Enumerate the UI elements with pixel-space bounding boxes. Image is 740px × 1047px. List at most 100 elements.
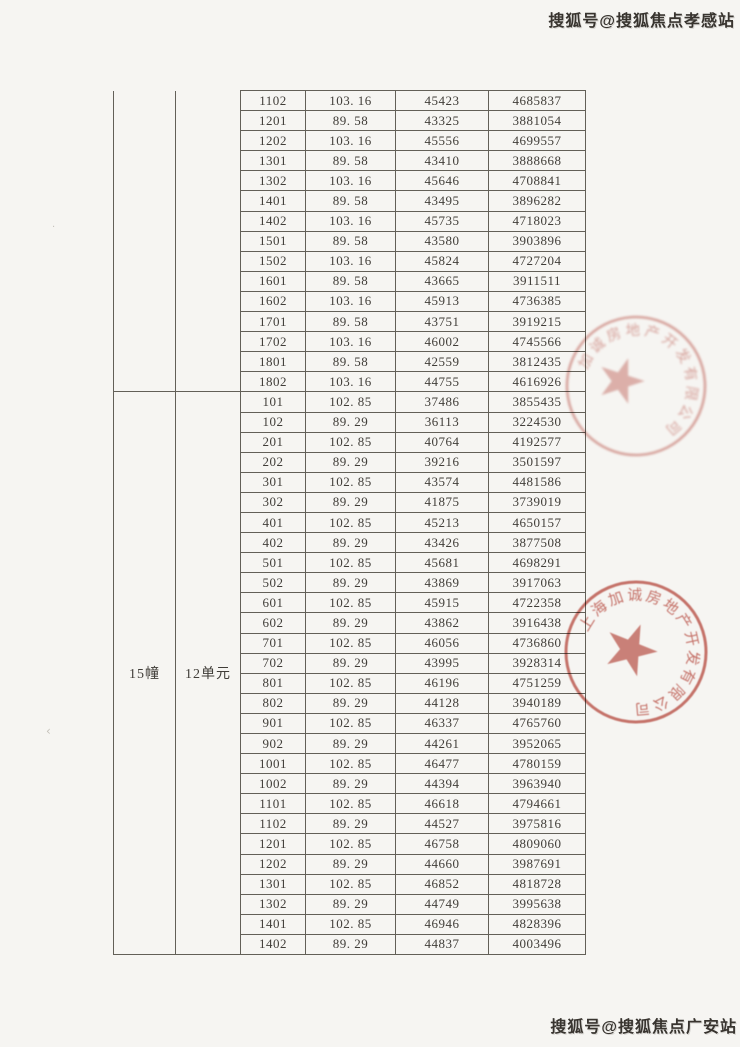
unit-price-cell: 45913: [395, 290, 489, 313]
area-cell: 89. 29: [305, 893, 396, 915]
total-price-cell: 4003496: [488, 933, 586, 956]
unit-price-cell: 46946: [395, 913, 489, 935]
room-cell: 1801: [240, 351, 306, 373]
room-cell: 1502: [240, 250, 306, 272]
table-row: 1301 102. 85 46852 4818728: [114, 873, 586, 895]
total-price-cell: 3940189: [488, 692, 586, 714]
total-price-cell: 3888668: [488, 150, 586, 172]
area-cell: 102. 85: [305, 431, 396, 453]
room-cell: 1101: [240, 793, 306, 815]
unit-price-cell: 41875: [395, 491, 489, 513]
area-cell: 89. 29: [305, 652, 396, 674]
unit-price-cell: 43410: [395, 150, 489, 172]
unit-price-cell: 46852: [395, 873, 489, 895]
room-cell: 1501: [240, 230, 306, 252]
total-price-cell: 4828396: [488, 913, 586, 935]
table-row: 1002 89. 29 44394 3963940: [114, 773, 586, 795]
table-row: 1202 89. 29 44660 3987691: [114, 853, 586, 875]
room-cell: 1402: [240, 210, 306, 232]
total-price-cell: 4765760: [488, 712, 586, 735]
room-cell: 1701: [240, 311, 306, 333]
price-table: 1102 103. 16 45423 4685837 1201 89. 58 43325 38…: [113, 89, 586, 956]
area-cell: 103. 16: [305, 170, 396, 192]
room-cell: 701: [240, 632, 306, 654]
room-cell: 1002: [240, 773, 306, 795]
area-cell: 103. 16: [305, 250, 396, 272]
table-row: 802 89. 29 44128 3940189: [114, 692, 586, 714]
area-cell: 102. 85: [305, 913, 396, 935]
area-cell: 102. 85: [305, 632, 396, 654]
total-price-cell: 4736385: [488, 290, 586, 313]
unit-price-cell: 36113: [395, 411, 489, 433]
table-row: 1401 89. 58 43495 3896282: [114, 190, 586, 212]
area-cell: 89. 29: [305, 532, 396, 554]
area-cell: 103. 16: [305, 210, 396, 232]
area-cell: 89. 58: [305, 351, 396, 373]
unit-price-cell: 46477: [395, 753, 489, 775]
total-price-cell: 3919215: [488, 311, 586, 333]
room-cell: 1802: [240, 371, 306, 393]
total-price-cell: 4685837: [488, 89, 586, 112]
table-row: 1602 103. 16 45913 4736385: [114, 290, 586, 313]
area-cell: 89. 58: [305, 230, 396, 252]
room-cell: 1702: [240, 331, 306, 353]
unit-price-cell: 46337: [395, 712, 489, 735]
area-cell: 102. 85: [305, 672, 396, 694]
area-cell: 89. 29: [305, 773, 396, 795]
total-price-cell: 3917063: [488, 572, 586, 594]
unit-price-cell: 46196: [395, 672, 489, 694]
total-price-cell: 3995638: [488, 893, 586, 915]
room-cell: 902: [240, 732, 306, 755]
total-price-cell: 3916438: [488, 612, 586, 634]
unit-price-cell: 43751: [395, 311, 489, 333]
table-row: 15幢 12单元 101 102. 85 37486 3855435: [113, 391, 586, 956]
area-cell: 89. 29: [305, 933, 396, 956]
unit-price-cell: 45681: [395, 552, 489, 574]
unit-price-cell: 43995: [395, 652, 489, 674]
table-row: 1201 102. 85 46758 4809060: [114, 833, 586, 855]
area-cell: 102. 85: [305, 592, 396, 614]
room-cell: 502: [240, 572, 306, 594]
room-cell: 801: [240, 672, 306, 694]
table-row: 1802 103. 16 44755 4616926: [114, 371, 586, 393]
unit-price-cell: 44749: [395, 893, 489, 915]
unit-price-cell: 44660: [395, 853, 489, 875]
unit-price-cell: 44837: [395, 933, 489, 956]
unit-price-cell: 42559: [395, 351, 489, 373]
area-cell: 89. 58: [305, 150, 396, 172]
unit-price-cell: 45646: [395, 170, 489, 192]
area-cell: 89. 29: [305, 491, 396, 513]
total-price-cell: 4794661: [488, 793, 586, 815]
room-cell: 602: [240, 612, 306, 634]
table-row: 1302 89. 29 44749 3995638: [114, 893, 586, 915]
total-price-cell: 4698291: [488, 552, 586, 574]
unit-price-cell: 43495: [395, 190, 489, 212]
building-cell: 15幢: [113, 391, 176, 956]
room-cell: 601: [240, 592, 306, 614]
total-price-cell: 4751259: [488, 672, 586, 694]
table-row: 1702 103. 16 46002 4745566: [114, 331, 586, 353]
area-cell: 89. 58: [305, 110, 396, 132]
area-cell: 89. 58: [305, 311, 396, 333]
area-cell: 89. 29: [305, 572, 396, 594]
total-price-cell: 3903896: [488, 230, 586, 252]
total-price-cell: 3928314: [488, 652, 586, 674]
room-cell: 1201: [240, 833, 306, 855]
table-row: 801 102. 85 46196 4751259: [114, 672, 586, 694]
price-table-body: 1102 103. 16 45423 4685837 1201 89. 58 43325 38…: [113, 89, 586, 956]
unit-price-cell: 43862: [395, 612, 489, 634]
unit-price-cell: 43325: [395, 110, 489, 132]
total-price-cell: 4718023: [488, 210, 586, 232]
unit-price-cell: 43574: [395, 471, 489, 493]
table-row: 1402 103. 16 45735 4718023: [114, 210, 586, 232]
unit-cell: 12单元: [175, 391, 241, 956]
area-cell: 103. 16: [305, 331, 396, 353]
area-cell: 102. 85: [305, 552, 396, 574]
total-price-cell: 4722358: [488, 592, 586, 614]
unit-price-cell: 45735: [395, 210, 489, 232]
unit-price-cell: 43665: [395, 270, 489, 292]
room-cell: 1301: [240, 150, 306, 172]
total-price-cell: 4736860: [488, 632, 586, 654]
room-cell: 301: [240, 471, 306, 493]
